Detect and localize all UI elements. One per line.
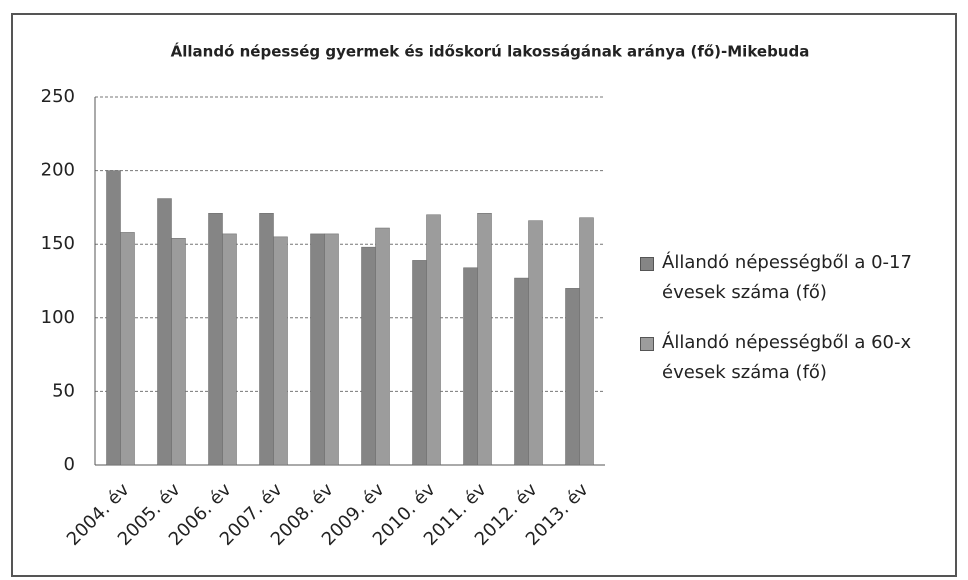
legend-swatch bbox=[640, 257, 654, 271]
legend-swatch bbox=[640, 337, 654, 351]
y-tick-label: 100 bbox=[41, 307, 75, 328]
bar bbox=[157, 198, 172, 466]
y-tick-label: 0 bbox=[64, 454, 75, 475]
bar bbox=[259, 213, 274, 466]
bar bbox=[310, 233, 325, 466]
bar bbox=[324, 233, 339, 466]
bar bbox=[222, 233, 237, 466]
bar bbox=[477, 213, 492, 466]
y-tick-label: 150 bbox=[41, 233, 75, 254]
bar bbox=[528, 220, 543, 466]
bar bbox=[412, 260, 427, 466]
bar bbox=[273, 236, 288, 466]
legend-item: Állandó népességből a 0-17 évesek száma … bbox=[640, 248, 950, 308]
bar bbox=[171, 238, 186, 466]
legend-label: Állandó népességből a 0-17 évesek száma … bbox=[662, 252, 912, 303]
legend-item: Állandó népességből a 60-x évesek száma … bbox=[640, 328, 950, 388]
bar bbox=[514, 277, 529, 466]
bar bbox=[208, 213, 223, 466]
bar bbox=[463, 267, 478, 466]
bar bbox=[565, 288, 580, 466]
y-tick-label: 50 bbox=[52, 380, 75, 401]
bar bbox=[106, 170, 121, 466]
legend-label: Állandó népességből a 60-x évesek száma … bbox=[662, 332, 912, 383]
bar bbox=[426, 214, 441, 466]
bar bbox=[120, 232, 135, 466]
y-tick-label: 250 bbox=[41, 86, 75, 107]
bar bbox=[375, 227, 390, 466]
bar bbox=[579, 217, 594, 466]
chart-title: Állandó népesség gyermek és időskorú lak… bbox=[171, 42, 810, 61]
y-tick-label: 200 bbox=[41, 160, 75, 181]
bar bbox=[361, 246, 376, 466]
